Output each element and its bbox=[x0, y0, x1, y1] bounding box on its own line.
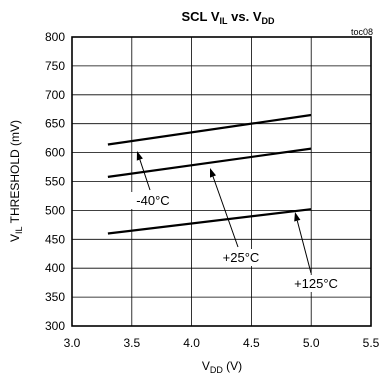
annotation-label-background bbox=[217, 249, 265, 266]
y-tick-labels: 300 350 400 450 500 550 600 650 700 750 800 bbox=[45, 30, 65, 333]
annotation-arrowhead bbox=[210, 168, 216, 178]
series-line-0 bbox=[107, 113, 312, 146]
series-lines bbox=[107, 113, 312, 235]
x-tick-label: 5.5 bbox=[363, 336, 379, 350]
x-tick-label: 3.0 bbox=[64, 336, 81, 350]
y-tick-label: 650 bbox=[45, 117, 65, 131]
annotation-label: +25°C bbox=[223, 250, 260, 265]
annotation-arrowhead bbox=[136, 151, 143, 161]
annotation-arrow-line bbox=[296, 220, 312, 274]
y-tick-label: 800 bbox=[45, 30, 65, 44]
x-tick-label: 3.5 bbox=[123, 336, 140, 350]
x-axis-label: VDD (V) bbox=[202, 359, 242, 375]
series-line-2 bbox=[107, 208, 312, 235]
annotation-label-background bbox=[292, 275, 340, 292]
annotation-arrow-line bbox=[139, 159, 151, 191]
y-tick-label: 450 bbox=[45, 232, 65, 246]
x-tick-label: 4.0 bbox=[183, 336, 200, 350]
y-axis-label: VIL THRESHOLD (mV) bbox=[8, 120, 24, 242]
annotation-label: -40°C bbox=[136, 193, 169, 208]
annotation-arrow-line bbox=[212, 176, 239, 248]
y-tick-label: 350 bbox=[45, 290, 65, 304]
y-tick-label: 400 bbox=[45, 261, 65, 275]
annotations: -40°C +25°C +125°C bbox=[129, 151, 340, 292]
y-tick-label: 700 bbox=[45, 88, 65, 102]
y-tick-label: 600 bbox=[45, 146, 65, 160]
grid bbox=[72, 37, 371, 326]
chart-title: SCL VIL vs. VDD bbox=[181, 9, 275, 26]
y-tick-label: 550 bbox=[45, 175, 65, 189]
annotation-label-background bbox=[129, 192, 177, 209]
series-line-1 bbox=[107, 147, 312, 178]
y-tick-label: 300 bbox=[45, 319, 65, 333]
plot-frame bbox=[71, 36, 372, 327]
x-tick-label: 5.0 bbox=[303, 336, 320, 350]
y-tick-label: 750 bbox=[45, 59, 65, 73]
x-tick-label: 4.5 bbox=[243, 336, 260, 350]
x-tick-labels: 3.0 3.5 4.0 4.5 5.0 5.5 bbox=[64, 336, 379, 350]
annotation-arrowhead bbox=[294, 212, 301, 222]
figure-code: toc08 bbox=[351, 27, 373, 37]
annotation-label: +125°C bbox=[294, 276, 338, 291]
y-tick-label: 500 bbox=[45, 203, 65, 217]
